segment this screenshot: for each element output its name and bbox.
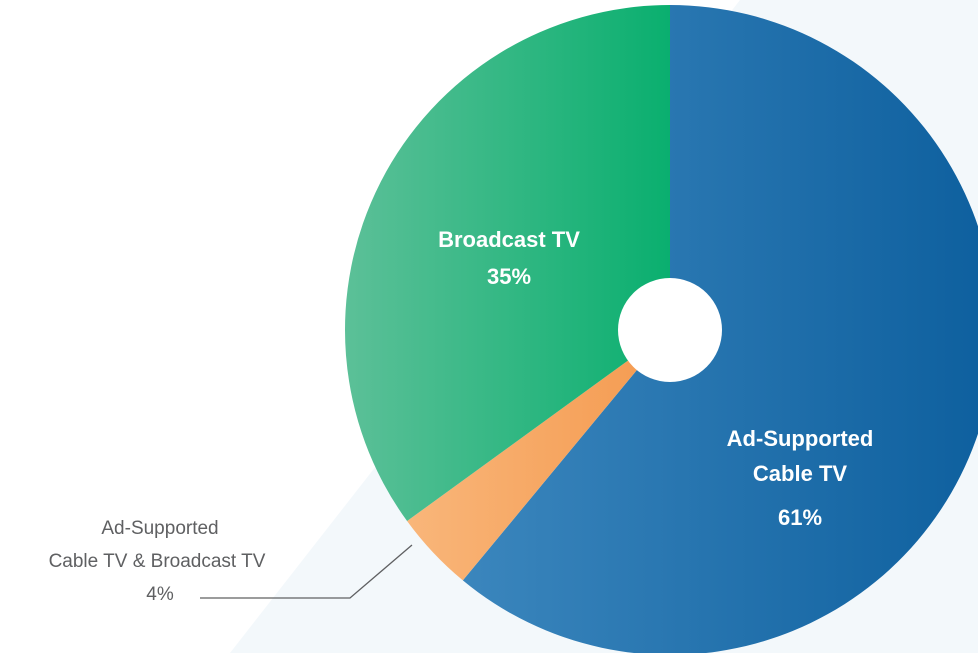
slice-value-cable-tv: 61% <box>778 505 822 530</box>
slice-cable-and-broadcast <box>407 330 670 581</box>
slice-value-combined: 4% <box>146 584 174 605</box>
donut-hole <box>618 278 722 382</box>
leader-line <box>200 544 413 599</box>
slice-label-combined-line2: Cable TV & Broadcast TV <box>49 551 266 572</box>
slice-value-broadcast-tv: 35% <box>487 264 531 289</box>
slice-label-combined-line1: Ad-Supported <box>101 518 218 539</box>
slice-labels: Ad-Supported Cable TV 61% Broadcast TV 35% Ad… <box>49 227 874 605</box>
slice-broadcast-tv <box>345 5 670 522</box>
slice-label-cable-tv-line1: Ad-Supported <box>727 426 874 451</box>
slice-label-broadcast-tv: Broadcast TV <box>438 227 580 252</box>
slice-label-cable-tv-line2: Cable TV <box>753 461 847 486</box>
